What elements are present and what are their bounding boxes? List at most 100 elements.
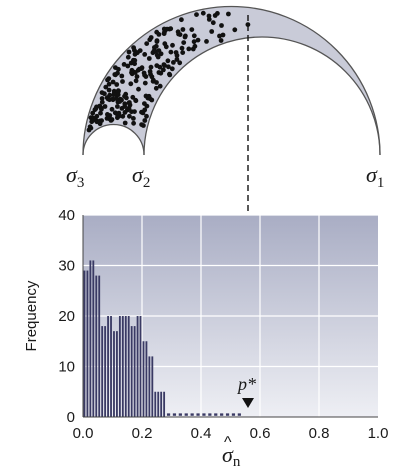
mohr-point <box>157 64 163 70</box>
bar <box>124 316 127 417</box>
mohr-point <box>147 37 153 43</box>
tail-dot <box>196 413 200 416</box>
tail-dot <box>166 413 171 416</box>
mohr-point <box>106 87 112 93</box>
mohr-point <box>161 67 166 73</box>
mohr-point <box>179 45 185 51</box>
mohr-point <box>157 83 163 89</box>
x-tick-label: 0.8 <box>309 425 330 442</box>
mohr-point <box>97 119 103 125</box>
mohr-point <box>133 98 139 104</box>
x-tick-label: 0.2 <box>132 425 153 442</box>
x-tick-label: 1.0 <box>368 425 389 442</box>
mohr-point <box>167 72 173 78</box>
bar <box>148 356 151 417</box>
mohr-point <box>163 44 169 50</box>
mohr-point <box>146 56 152 61</box>
mohr-point <box>169 66 175 72</box>
mohr-point <box>158 70 164 76</box>
mohr-point <box>131 120 137 126</box>
bar <box>116 331 118 417</box>
mohr-point <box>90 110 96 116</box>
bar <box>130 326 133 417</box>
mohr-point <box>102 104 108 109</box>
sigma1-label: σ1 <box>366 162 384 191</box>
bar <box>136 316 139 417</box>
mohr-point <box>128 81 134 87</box>
mohr-point <box>105 77 110 83</box>
mohr-point <box>124 107 130 113</box>
mohr-point <box>177 60 183 66</box>
mohr-point <box>162 63 168 68</box>
mohr-point <box>114 82 120 87</box>
mohr-point <box>132 109 137 114</box>
mohr-point <box>171 60 176 65</box>
inner-small-semicircle <box>82 123 145 156</box>
bar <box>104 326 107 417</box>
p-star-arrow-icon <box>242 398 254 408</box>
bar <box>107 316 109 417</box>
mohr-point <box>142 118 148 123</box>
mohr-point <box>126 113 132 119</box>
mohr-point <box>182 34 188 40</box>
tail-dot <box>231 413 236 416</box>
bar <box>110 316 112 417</box>
bar <box>92 260 95 417</box>
mohr-point <box>173 50 179 55</box>
inner-large-semicircle <box>143 36 381 156</box>
mohr-point <box>226 11 231 17</box>
mohr-point <box>136 66 142 72</box>
mohr-point <box>98 110 103 116</box>
outer-semicircle <box>82 5 381 156</box>
histogram: 0.0 0.2 0.4 0.6 0.8 1.0 0 10 20 30 40 Frequency σ… <box>23 207 388 470</box>
bar <box>86 270 89 417</box>
mohr-point <box>115 104 120 109</box>
mohr-point <box>115 92 121 98</box>
tail-dot <box>202 413 206 416</box>
mohr-point <box>142 52 148 57</box>
mohr-point <box>110 96 116 102</box>
mohr-point <box>121 62 127 67</box>
bar <box>101 326 104 417</box>
mohr-point <box>179 17 184 23</box>
mohr-point <box>166 64 171 70</box>
sigma2-label: σ2 <box>132 162 150 191</box>
mohr-point <box>174 57 180 62</box>
x-axis-label-symbol: σn <box>222 442 241 470</box>
mohr-point <box>132 51 138 57</box>
tail-dot <box>225 413 230 416</box>
mohr-point <box>153 85 159 91</box>
mohr-point <box>110 79 116 85</box>
mohr-point <box>161 31 167 36</box>
mohr-point <box>130 94 136 100</box>
mohr-point <box>111 92 117 97</box>
x-axis-label: σn ^ <box>222 434 241 470</box>
mohr-point <box>113 72 118 78</box>
mohr-diagram: σ3 σ2 σ1 <box>66 5 384 191</box>
mohr-shaded-region <box>83 6 380 155</box>
mohr-point <box>191 39 197 45</box>
mohr-point <box>126 49 132 55</box>
mohr-point <box>125 63 131 69</box>
mohr-point <box>168 49 174 55</box>
mohr-point <box>154 29 160 35</box>
mohr-point <box>220 32 226 38</box>
y-tick-label: 30 <box>58 258 75 275</box>
mohr-point <box>99 96 105 101</box>
mohr-point <box>125 54 131 60</box>
mohr-point <box>144 103 150 109</box>
y-tick-labels: 0 10 20 30 40 <box>58 207 75 426</box>
mohr-point <box>134 74 140 79</box>
p-star-label: p* <box>236 374 256 394</box>
mohr-point <box>133 78 139 84</box>
mohr-point <box>181 40 187 45</box>
mohr-point <box>189 27 195 32</box>
y-tick-label: 10 <box>58 359 75 376</box>
p-star-marker: p* <box>236 374 256 408</box>
y-axis-label: Frequency <box>23 280 40 351</box>
mohr-point <box>139 122 145 127</box>
mohr-point <box>170 42 175 48</box>
bar <box>157 391 160 417</box>
mohr-point <box>99 106 104 112</box>
mohr-point <box>114 96 119 101</box>
